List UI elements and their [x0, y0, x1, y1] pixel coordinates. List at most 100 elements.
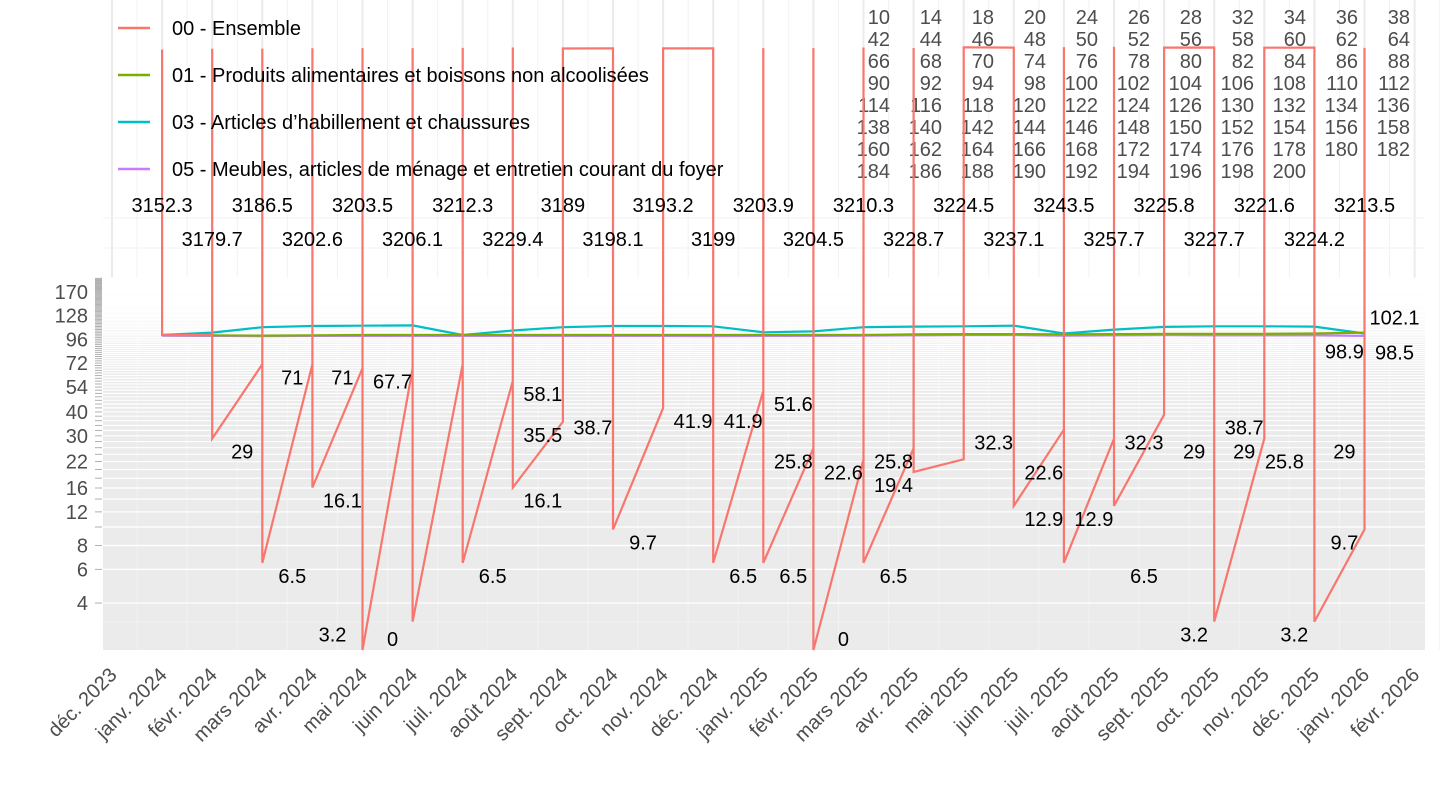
y-tick-label: 138 [857, 117, 890, 139]
y-tick-label: 26 [1128, 7, 1150, 29]
y-tick-label: 176 [1221, 139, 1254, 161]
y-tick-label: 104 [1169, 73, 1202, 95]
data-label: 6.5 [1130, 566, 1158, 588]
y-tick-label: 120 [1013, 95, 1046, 117]
y-tick-label: 116 [910, 95, 942, 117]
data-label: 0 [387, 629, 398, 651]
y-tick-label: 140 [909, 117, 942, 139]
data-label: 6.5 [278, 566, 306, 588]
y-tick-label: 124 [1117, 95, 1150, 117]
y-tick-label: 28 [1180, 7, 1202, 29]
data-label: 67.7 [373, 371, 412, 393]
legend: 00 - Ensemble 01 - Produits alimentaires … [118, 18, 724, 181]
y-tick-label: 68 [920, 51, 942, 73]
series-lines [161, 46, 1366, 651]
data-label: 29 [1233, 442, 1255, 464]
y-tick-label: 142 [961, 117, 994, 139]
data-label: 35.5 [523, 425, 562, 447]
y-tick-label: 192 [1065, 161, 1098, 183]
data-label: 71 [331, 367, 353, 389]
y-tick-label: 106 [1221, 73, 1254, 95]
y-tick-label: 92 [920, 73, 942, 95]
y-tick-label: 170 [55, 282, 88, 304]
y-tick-label: 118 [962, 95, 994, 117]
data-label: 3.2 [1280, 625, 1308, 647]
y-tick-label: 134 [1325, 95, 1358, 117]
data-label: 3243.5 [1033, 195, 1094, 217]
y-tick-label: 144 [1013, 117, 1046, 139]
data-label: 71 [281, 367, 303, 389]
y-tick-label: 194 [1117, 161, 1150, 183]
y-tick-label: 52 [1128, 29, 1150, 51]
y-tick-label: 178 [1273, 139, 1306, 161]
data-label: 38.7 [1225, 418, 1264, 440]
y-tick-label: 130 [1221, 95, 1254, 117]
y-tick-label: 48 [1024, 29, 1046, 51]
y-tick-label: 6 [77, 559, 88, 581]
data-label: 6.5 [479, 566, 507, 588]
y-tick-label: 164 [961, 139, 994, 161]
data-label: 0 [838, 629, 849, 651]
y-tick-label: 18 [972, 7, 994, 29]
data-label: 3212.3 [432, 195, 493, 217]
y-tick-label: 54 [66, 377, 88, 399]
data-label: 12.9 [1074, 509, 1113, 531]
data-label: 22.6 [1024, 462, 1063, 484]
data-label: 3198.1 [582, 229, 643, 251]
data-label: 3224.2 [1284, 229, 1345, 251]
data-label: 16.1 [523, 490, 562, 512]
y-tick-label: 44 [920, 29, 942, 51]
y-tick-label: 22 [66, 452, 88, 474]
data-label: 29 [1183, 442, 1205, 464]
data-label: 98.5 [1375, 343, 1414, 365]
data-label: 38.7 [573, 418, 612, 440]
y-tick-label: 58 [1232, 29, 1254, 51]
y-tick-label: 108 [1273, 73, 1306, 95]
y-tick-label: 82 [1232, 51, 1254, 73]
y-tick-label: 98 [1024, 73, 1046, 95]
series-line [161, 46, 1366, 651]
data-labels: 3152.3 3179.7 3186.5 3202.6 3203.5 3206.1 3212… [132, 195, 1420, 651]
y-tick-label: 40 [66, 402, 88, 424]
y-tick-label: 64 [1388, 29, 1410, 51]
y-tick-label: 110 [1326, 73, 1358, 95]
data-label: 25.8 [1265, 451, 1304, 473]
y-tick-label: 70 [972, 51, 994, 73]
data-label: 9.7 [1330, 533, 1358, 555]
y-tick-label: 190 [1013, 161, 1046, 183]
data-label: 3206.1 [382, 229, 443, 251]
y-tick-label: 102 [1117, 73, 1150, 95]
data-label: 6.5 [779, 566, 807, 588]
y-tick-label: 154 [1273, 117, 1306, 139]
data-label: 12.9 [1024, 509, 1063, 531]
data-label: 3237.1 [983, 229, 1044, 251]
legend-label: 00 - Ensemble [172, 18, 301, 40]
y-tick-label: 38 [1388, 7, 1410, 29]
y-tick-label: 74 [1024, 51, 1046, 73]
y-tick-label: 86 [1336, 51, 1358, 73]
legend-label: 05 - Meubles, articles de ménage et entr… [172, 159, 724, 181]
data-label: 51.6 [774, 394, 813, 416]
y-tick-label: 158 [1377, 117, 1410, 139]
data-label: 3229.4 [482, 229, 543, 251]
y-tick-label: 182 [1377, 139, 1410, 161]
data-label: 9.7 [629, 533, 657, 555]
data-label: 3204.5 [783, 229, 844, 251]
data-label: 6.5 [729, 566, 757, 588]
y-tick-label: 88 [1388, 51, 1410, 73]
y-tick-label: 62 [1336, 29, 1358, 51]
y-tick-label: 24 [1076, 7, 1098, 29]
y-tick-label: 172 [1117, 139, 1150, 161]
y-tick-label: 156 [1325, 117, 1358, 139]
y-tick-label: 90 [868, 73, 890, 95]
data-label: 29 [1333, 442, 1355, 464]
y-tick-label: 200 [1273, 161, 1306, 183]
y-tick-label: 114 [858, 95, 890, 117]
y-tick-label: 10 [868, 7, 890, 29]
y-tick-label: 122 [1065, 95, 1098, 117]
y-tick-label: 128 [55, 305, 88, 327]
y-tick-label: 198 [1221, 161, 1254, 183]
y-tick-label: 20 [1024, 7, 1046, 29]
data-label: 3152.3 [132, 195, 193, 217]
